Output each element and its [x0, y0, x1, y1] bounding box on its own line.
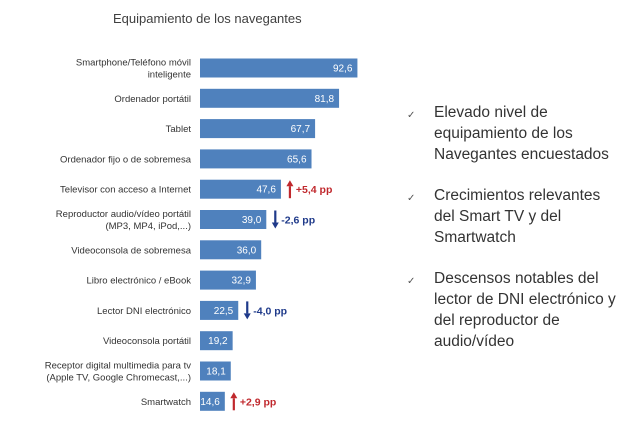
category-label: Videoconsola de sobremesa [71, 245, 191, 256]
category-label: (MP3, MP4, iPod,...) [105, 221, 191, 232]
value-label: 65,6 [287, 154, 307, 165]
value-label: 19,2 [208, 336, 228, 347]
bar [200, 119, 316, 139]
value-label: 36,0 [237, 245, 257, 256]
category-label: Tablet [166, 124, 192, 135]
value-label: 18,1 [206, 367, 226, 378]
arrow-up-icon [286, 180, 294, 199]
chart-title: Equipamiento de los navegantes [113, 11, 302, 26]
bar [200, 240, 262, 260]
change-label: -2,6 pp [281, 215, 315, 227]
bullet-text: Elevado nivel de equipamiento de los Nav… [434, 104, 609, 163]
bar [200, 210, 267, 229]
bar [200, 270, 256, 290]
bullet-text: Crecimientos relevantes del Smart TV y d… [434, 187, 601, 246]
bullet-item: ✓ Crecimientos relevantes del Smart TV y… [407, 185, 622, 248]
value-label: 14,6 [200, 397, 220, 408]
category-label: Ordenador portátil [114, 94, 191, 105]
category-label: Smartphone/Teléfono móvil [76, 58, 191, 69]
bar [200, 88, 340, 108]
value-label: 47,6 [256, 185, 276, 196]
bar [200, 300, 239, 320]
category-label: Televisor con acceso a Internet [60, 185, 191, 196]
bar [200, 331, 233, 351]
category-label: inteligente [148, 70, 191, 81]
check-icon: ✓ [407, 110, 416, 121]
bullet-item: ✓ Elevado nivel de equipamiento de los N… [407, 102, 622, 165]
category-label: Lector DNI electrónico [97, 306, 191, 317]
bar [200, 149, 312, 169]
bar [200, 58, 358, 78]
category-label: (Apple TV, Google Chromecast,...) [46, 373, 191, 384]
change-label: -4,0 pp [253, 305, 287, 317]
change-label: +5,4 pp [296, 184, 332, 196]
value-label: 22,5 [214, 306, 234, 317]
bullet-text: Descensos notables del lector de DNI ele… [434, 270, 616, 350]
value-label: 67,7 [291, 124, 311, 135]
check-icon: ✓ [407, 276, 416, 287]
bullet-list: ✓ Elevado nivel de equipamiento de los N… [407, 102, 622, 352]
category-label: Videoconsola portátil [103, 336, 191, 347]
value-label: 81,8 [315, 94, 335, 105]
bar [200, 391, 225, 411]
bullet-item: ✓ Descensos notables del lector de DNI e… [407, 268, 622, 352]
arrow-down-icon [243, 301, 251, 320]
arrow-down-icon [271, 210, 279, 229]
category-label: Smartwatch [141, 397, 191, 408]
arrow-up-icon [230, 392, 238, 411]
category-label: Receptor digital multimedia para tv [45, 361, 192, 372]
bar [200, 361, 231, 381]
check-icon: ✓ [407, 193, 416, 204]
value-label: 39,0 [242, 215, 262, 226]
value-label: 32,9 [231, 276, 251, 287]
category-label: Libro electrónico / eBook [86, 276, 191, 287]
category-label: Reproductor audio/vídeo portátil [56, 209, 191, 220]
change-label: +2,9 pp [240, 396, 276, 408]
value-label: 92,6 [333, 64, 353, 75]
bar [200, 179, 281, 199]
category-label: Ordenador fijo o de sobremesa [60, 154, 192, 165]
